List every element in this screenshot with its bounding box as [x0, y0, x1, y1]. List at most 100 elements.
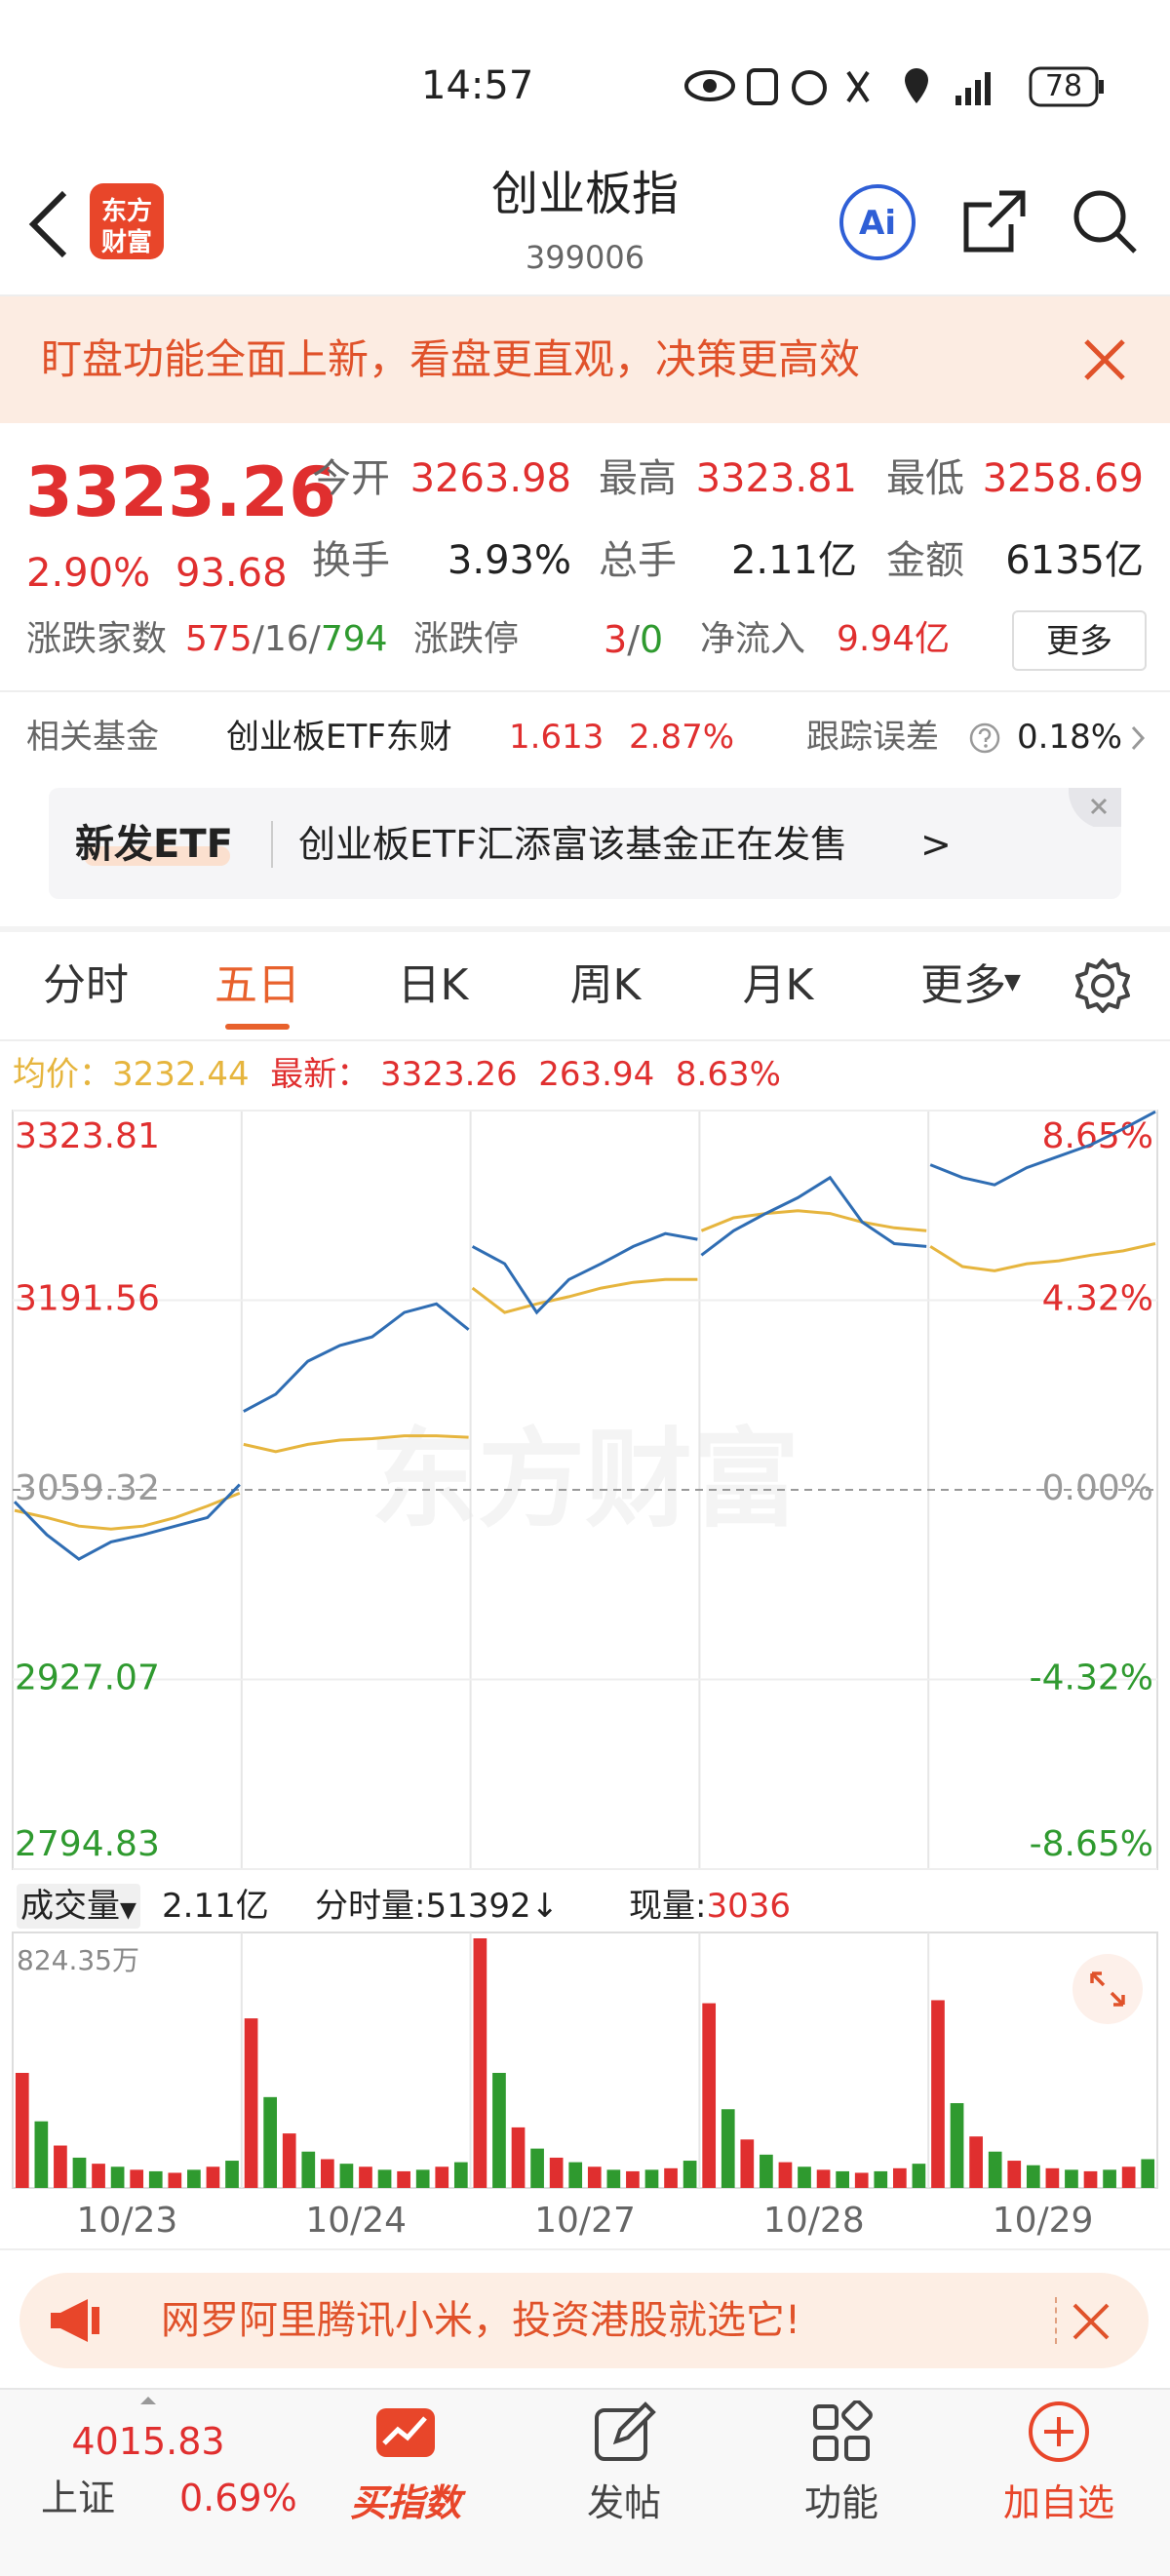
stat-label: 今开 [312, 456, 390, 501]
tracking-label: 跟踪误差 [806, 718, 939, 757]
tag-highlight [84, 846, 230, 866]
volume-bar [435, 2166, 449, 2188]
inflow-label: 净流入 [700, 619, 806, 659]
nav-item[interactable]: 买指数 [349, 2481, 461, 2524]
notice-banner[interactable] [0, 296, 1170, 423]
add-watch-icon [1029, 2401, 1089, 2462]
volume-bar [836, 2170, 849, 2188]
sep: / [252, 619, 264, 659]
settings-button[interactable] [1073, 956, 1132, 1015]
avg-line [471, 1277, 698, 1314]
price-line [13, 1483, 241, 1561]
tick-volume: 分时量:51392↓ [315, 1890, 559, 1923]
tab[interactable]: 月K [742, 960, 814, 1010]
divider [0, 2248, 1170, 2250]
volume-bar [1045, 2167, 1060, 2188]
etf-card[interactable] [49, 788, 1121, 899]
volume-bar [1065, 2169, 1078, 2188]
stock-code: 399006 [525, 239, 645, 276]
megaphone-icon [51, 2299, 99, 2342]
volume-bar [816, 2169, 831, 2188]
y-tick-label: 3191.56 [15, 1279, 160, 1319]
change: 93.68 [176, 551, 288, 596]
expand-button[interactable] [1071, 1952, 1145, 2026]
volume-bar [130, 2169, 144, 2188]
etf-text: 创业板ETF汇添富该基金正在发售 [298, 823, 848, 866]
fund-name[interactable]: 创业板ETF东财 [226, 718, 452, 757]
price-line [243, 1302, 470, 1413]
volume-bar [530, 2148, 544, 2188]
tab[interactable]: 更多 [920, 960, 1006, 1010]
volume-tick-label: 824.35万 [17, 1944, 139, 1976]
volume-bar [606, 2169, 621, 2188]
battery-level: 78 [1044, 69, 1083, 103]
avg-line [700, 1209, 927, 1232]
divider [1055, 2297, 1059, 2344]
y-tick-label: 2927.07 [15, 1659, 160, 1698]
price-line [471, 1231, 698, 1315]
limit-up: 3 [604, 618, 628, 661]
more-button[interactable]: 更多 [1012, 610, 1147, 671]
back-button[interactable] [20, 185, 78, 263]
close-button[interactable] [1069, 788, 1121, 827]
volume-bar [893, 2167, 907, 2188]
volume-bar [339, 2164, 354, 2188]
tab[interactable]: 日K [397, 960, 469, 1010]
section-gap [0, 926, 1170, 932]
volume-bar [72, 2157, 87, 2188]
tab[interactable]: 五日 [214, 960, 300, 1010]
nav-item[interactable]: 加自选 [1002, 2481, 1114, 2524]
up-count: 575 [185, 619, 253, 659]
x-tick-label: 10/29 [993, 2201, 1094, 2241]
limit: 3/0 [604, 621, 663, 658]
avg-line [14, 1492, 241, 1531]
tab[interactable]: 周K [569, 960, 642, 1010]
logo-text: 财富 [100, 228, 152, 257]
y-tick-label: 2794.83 [15, 1824, 160, 1864]
sep: / [308, 619, 321, 659]
volume-frame [12, 1932, 1158, 2189]
ai-button[interactable]: Ai [839, 184, 916, 260]
now-value: 3036 [706, 1887, 791, 1926]
volume-bar [587, 2166, 602, 2188]
last-label: 最新： [270, 1055, 370, 1094]
y2-tick-label: 0.00% [1042, 1468, 1153, 1508]
volume-bar [1083, 2170, 1098, 2188]
volume-bar [721, 2109, 735, 2188]
search-button[interactable] [1071, 187, 1139, 255]
now-volume: 现量:3036 [629, 1890, 791, 1923]
stat-label: 换手 [312, 538, 390, 583]
status-time: 14:57 [421, 63, 534, 108]
volume-bar [969, 2136, 983, 2188]
volume-bar [511, 2127, 526, 2188]
volume-bar [359, 2166, 372, 2188]
volume-bar [168, 2172, 182, 2188]
volume-bar [377, 2169, 392, 2188]
bottom-nav [0, 2388, 1170, 2576]
sep: / [627, 618, 640, 661]
tick-value: 51392 [425, 1887, 531, 1926]
help-icon[interactable] [968, 722, 1001, 755]
more-label: 更多 [1046, 622, 1112, 661]
close-button[interactable] [1082, 337, 1127, 382]
volume-selector[interactable]: 成交量▼ [17, 1884, 140, 1929]
volume-bar [187, 2169, 201, 2188]
breadth: 575/16/794 [185, 622, 388, 657]
volume-bar [568, 2162, 583, 2188]
index-value[interactable]: 4015.83 [71, 2420, 225, 2463]
nav-item[interactable]: 功能 [803, 2481, 878, 2524]
share-button[interactable] [960, 187, 1029, 255]
volume-bar [453, 2162, 468, 2188]
tab[interactable]: 分时 [43, 960, 129, 1010]
volume-total: 2.11亿 [162, 1887, 269, 1926]
index-pct: 0.69% [179, 2477, 297, 2519]
stat-value: 2.11亿 [730, 538, 857, 583]
nav-item[interactable]: 发帖 [586, 2481, 661, 2524]
intraday-chart: 东方财富 3323.81 3191.56 3059.32 2927.07 2794.83… [12, 1110, 1158, 2241]
now-label: 现量: [629, 1887, 707, 1926]
close-button[interactable] [1071, 2301, 1112, 2342]
volume-bar [1007, 2161, 1022, 2188]
ad-banner[interactable] [20, 2273, 1149, 2368]
etf-tag: 新发ETF [75, 822, 233, 867]
